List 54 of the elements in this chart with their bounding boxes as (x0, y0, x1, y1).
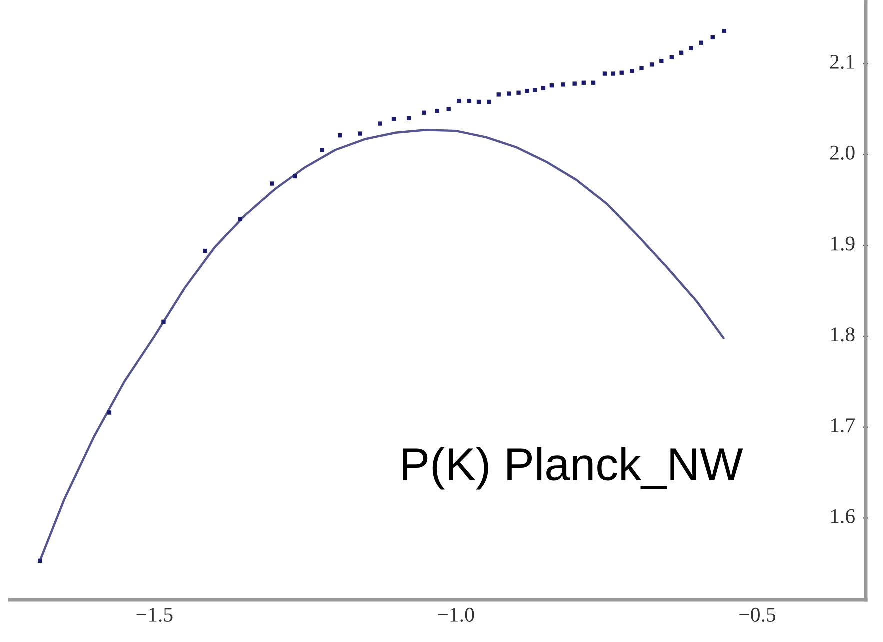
point (660, 58, 664, 64)
point (378, 122, 382, 126)
point (689, 46, 694, 50)
point (435, 108, 440, 114)
y-tick-label: 1.7 (831, 418, 855, 433)
point (541, 86, 546, 90)
point (582, 80, 586, 85)
x-tick-label: −1.5 (136, 608, 173, 622)
point (107, 410, 112, 415)
point (392, 117, 396, 122)
point (602, 72, 608, 76)
point (358, 132, 362, 136)
y-tick-label: 1.6 (831, 509, 855, 524)
point (611, 72, 616, 76)
point (476, 100, 482, 104)
point (320, 148, 324, 152)
point (699, 40, 704, 45)
point (670, 55, 674, 60)
point (620, 70, 624, 75)
point (293, 174, 298, 179)
y-tick-label: 1.9 (831, 236, 855, 251)
point (640, 66, 644, 70)
point (650, 62, 654, 67)
point (591, 80, 596, 85)
point (406, 116, 412, 120)
point (162, 320, 166, 324)
point (516, 90, 521, 95)
y-tick-label: 1.8 (831, 328, 855, 342)
point (467, 98, 472, 104)
point (422, 110, 426, 115)
y-tick-label: 2.0 (830, 146, 855, 160)
x-tick-label: −1.0 (438, 608, 474, 622)
annotation: P(K) Planck_NW (403, 447, 744, 490)
point (550, 84, 554, 88)
point (710, 35, 715, 40)
point (525, 88, 530, 94)
point (238, 217, 242, 222)
point (572, 82, 577, 86)
point (270, 182, 274, 186)
point (38, 558, 42, 564)
point (561, 82, 566, 87)
y-tick-label: 2.1 (830, 55, 854, 70)
point (722, 29, 726, 34)
point (532, 88, 538, 92)
point (203, 248, 208, 254)
x-tick-label: −0.5 (740, 608, 776, 622)
point (679, 50, 684, 55)
point (457, 98, 462, 104)
point (338, 134, 342, 138)
point (487, 100, 492, 104)
point (630, 68, 634, 74)
point (496, 92, 501, 97)
point (507, 92, 512, 96)
point (446, 107, 451, 112)
